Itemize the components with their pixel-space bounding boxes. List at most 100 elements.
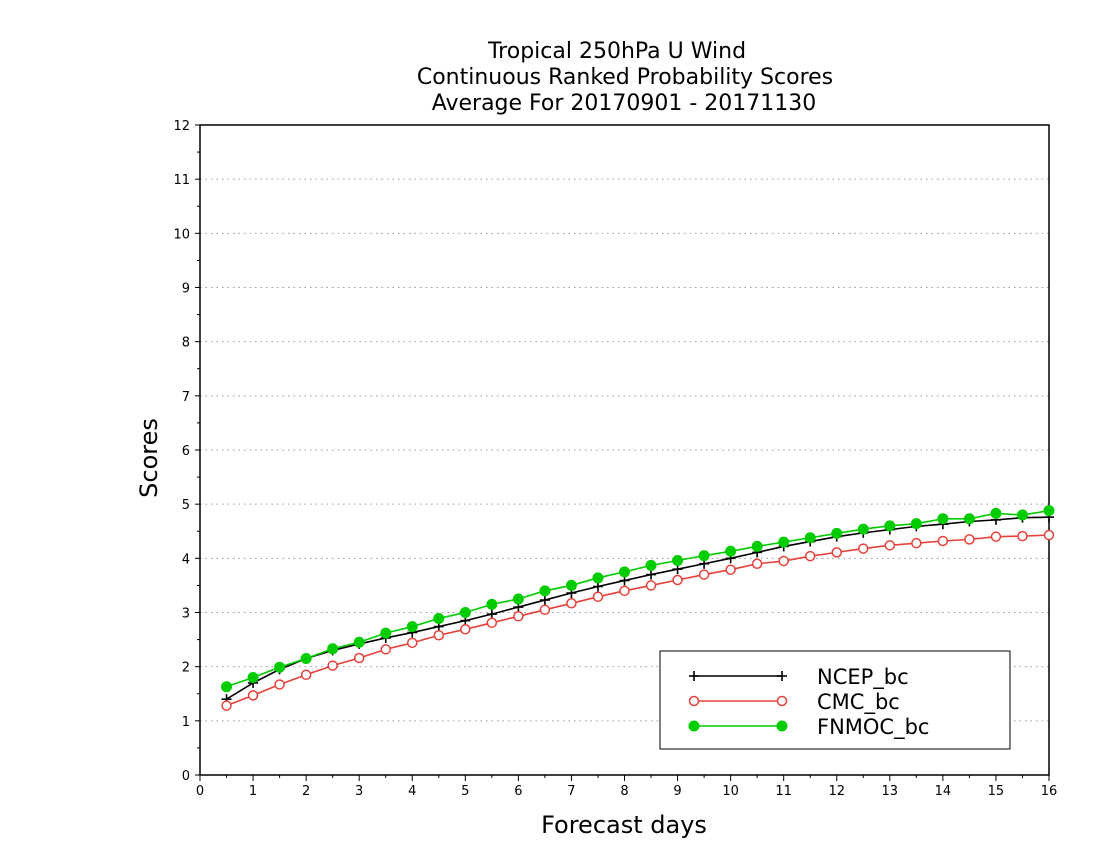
data-point-fnmoc-bc <box>963 513 975 525</box>
series-layer <box>221 505 1055 711</box>
data-point-cmc-bc <box>1043 529 1055 541</box>
x-tick-label: 10 <box>722 784 739 799</box>
data-point-cmc-bc <box>778 555 789 567</box>
chart-title-line-1: Tropical 250hPa U Wind <box>487 39 746 64</box>
data-point-cmc-bc <box>884 540 896 551</box>
data-point-fnmoc-bc <box>990 507 1002 519</box>
legend-box <box>659 650 1011 750</box>
legend-marker-cmc-bc <box>776 695 788 707</box>
data-point-fnmoc-bc <box>884 520 896 532</box>
data-point-fnmoc-bc <box>221 681 233 693</box>
x-tick-label: 3 <box>355 784 363 799</box>
data-point-fnmoc-bc <box>353 636 365 648</box>
legend-marker-ncep-bc <box>777 671 787 681</box>
data-point-fnmoc-bc <box>300 653 312 665</box>
gridlines <box>200 178 1049 722</box>
x-tick-label: 9 <box>673 784 681 799</box>
y-tick-label: 9 <box>182 282 190 297</box>
x-tick-label: 12 <box>828 784 845 799</box>
data-point-fnmoc-bc <box>274 661 286 673</box>
data-point-ncep-bc <box>539 595 550 606</box>
x-tick-label: 5 <box>461 784 469 799</box>
y-tick-label: 12 <box>173 119 190 134</box>
x-tick-label: 8 <box>620 784 628 799</box>
legend-entry-ncep-bc: NCEP_bc <box>689 665 909 690</box>
data-point-cmc-bc <box>247 690 259 701</box>
data-point-cmc-bc <box>831 547 842 558</box>
data-point-fnmoc-bc <box>751 540 763 552</box>
y-tick-label: 4 <box>182 552 190 567</box>
y-tick-label: 10 <box>173 227 190 242</box>
x-tick-label: 7 <box>567 784 575 799</box>
data-point-cmc-bc <box>539 604 551 616</box>
data-point-cmc-bc <box>645 580 657 591</box>
data-point-cmc-bc <box>566 598 577 609</box>
data-point-fnmoc-bc <box>778 536 790 548</box>
x-tick-label: 11 <box>775 784 792 799</box>
y-tick-label: 5 <box>182 498 190 513</box>
data-point-cmc-bc <box>353 652 365 664</box>
data-point-fnmoc-bc <box>406 621 418 633</box>
data-point-cmc-bc <box>486 617 498 629</box>
legend-marker-ncep-bc <box>689 671 699 681</box>
data-point-cmc-bc <box>911 537 922 549</box>
data-point-cmc-bc <box>698 569 710 580</box>
y-axis-label: Scores <box>135 418 163 498</box>
y-tick-label: 1 <box>182 715 190 730</box>
data-point-cmc-bc <box>964 534 975 545</box>
data-point-fnmoc-bc <box>247 672 259 683</box>
y-tick-label: 7 <box>182 390 190 405</box>
data-point-fnmoc-bc <box>433 612 445 624</box>
data-point-cmc-bc <box>433 630 445 641</box>
data-point-fnmoc-bc <box>857 523 869 535</box>
data-point-cmc-bc <box>513 611 524 622</box>
data-point-fnmoc-bc <box>486 598 498 610</box>
data-point-fnmoc-bc <box>327 643 339 655</box>
data-point-cmc-bc <box>990 531 1002 542</box>
x-tick-label: 0 <box>196 784 204 799</box>
data-point-cmc-bc <box>1017 530 1028 542</box>
data-point-fnmoc-bc <box>1016 509 1028 521</box>
data-point-ncep-bc <box>646 569 657 580</box>
data-point-cmc-bc <box>592 591 604 603</box>
legend-label-ncep-bc: NCEP_bc <box>817 665 909 690</box>
data-point-cmc-bc <box>221 700 232 711</box>
legend-label-fnmoc-bc: FNMOC_bc <box>817 715 929 740</box>
x-tick-label: 4 <box>408 784 416 799</box>
chart-title-line-3: Average For 20170901 - 20171130 <box>432 91 817 116</box>
data-point-fnmoc-bc <box>937 513 949 525</box>
y-tick-label: 6 <box>182 444 190 459</box>
data-point-fnmoc-bc <box>645 559 657 571</box>
data-point-fnmoc-bc <box>539 585 551 597</box>
y-tick-label: 0 <box>182 769 190 784</box>
data-point-cmc-bc <box>858 543 869 554</box>
chart-title: Tropical 250hPa U Wind Continuous Ranked… <box>417 39 833 116</box>
data-point-cmc-bc <box>327 660 338 671</box>
series-cmc-bc <box>221 529 1055 711</box>
x-tick-label: 6 <box>514 784 522 799</box>
data-point-cmc-bc <box>300 669 312 681</box>
y-tick-label: 3 <box>182 607 190 622</box>
data-point-cmc-bc <box>619 585 630 597</box>
y-tick-label: 2 <box>182 661 190 676</box>
x-tick-label: 15 <box>988 784 1005 799</box>
data-point-cmc-bc <box>407 637 418 649</box>
data-point-fnmoc-bc <box>592 572 604 584</box>
data-point-fnmoc-bc <box>459 607 471 618</box>
data-point-fnmoc-bc <box>910 518 922 530</box>
legend-label-cmc-bc: CMC_bc <box>817 690 900 715</box>
data-point-cmc-bc <box>672 574 683 586</box>
data-point-cmc-bc <box>804 550 816 562</box>
y-tick-label: 11 <box>173 173 190 188</box>
data-point-cmc-bc <box>725 564 736 575</box>
data-point-cmc-bc <box>460 624 471 635</box>
x-axis-label: Forecast days <box>541 811 707 839</box>
legend-entry-cmc-bc: CMC_bc <box>688 690 900 715</box>
x-axis: 0 1 2 3 4 5 6 7 8 9 10 11 12 13 14 15 16 <box>196 775 1057 799</box>
data-point-ncep-bc <box>486 609 497 620</box>
x-tick-label: 1 <box>249 784 257 799</box>
data-point-fnmoc-bc <box>804 532 816 544</box>
legend-marker-fnmoc-bc <box>776 720 788 732</box>
